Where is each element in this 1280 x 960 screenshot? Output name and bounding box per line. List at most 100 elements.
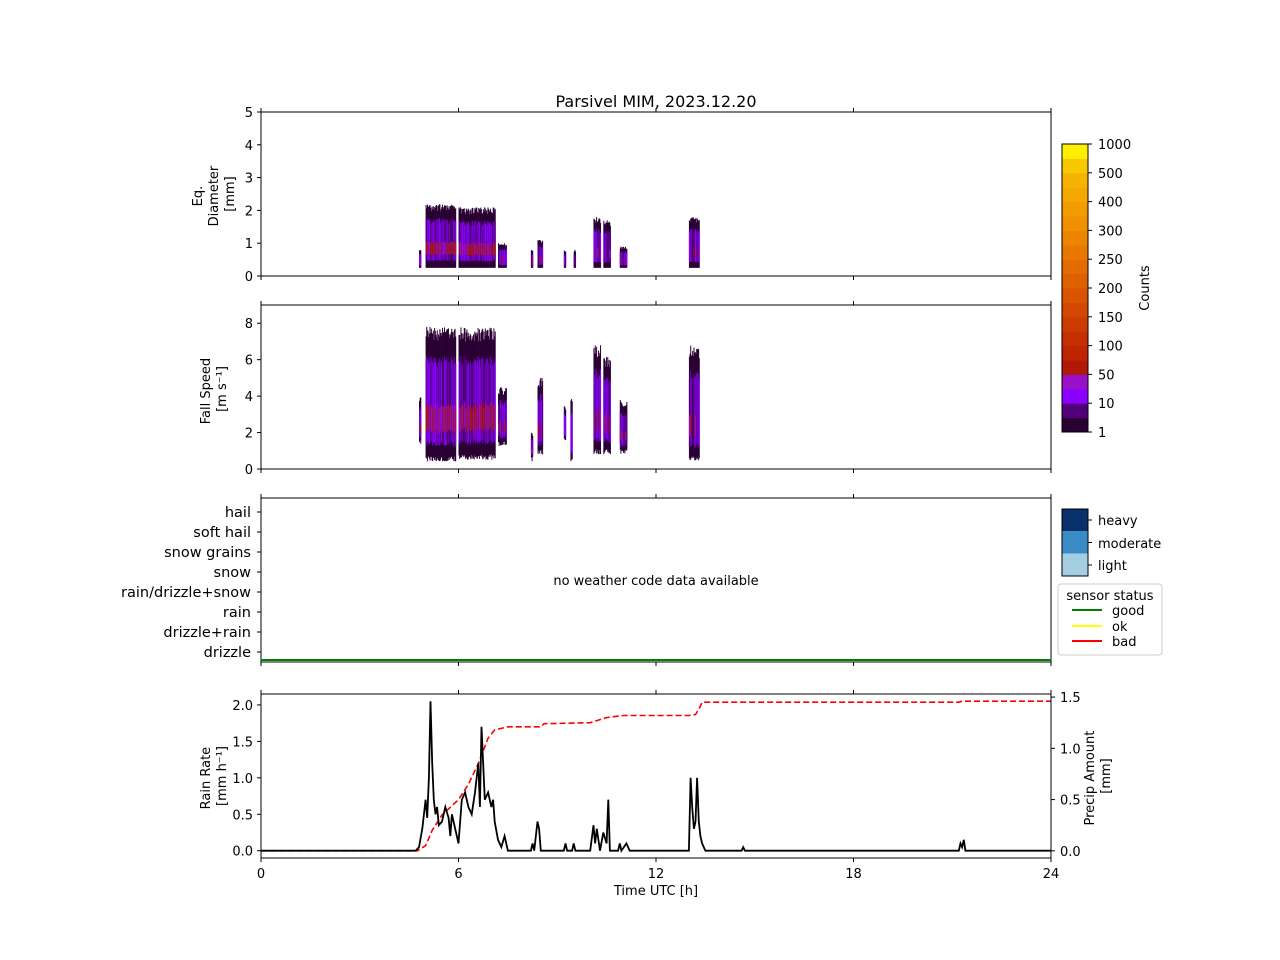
heatmap-cell <box>426 355 428 443</box>
heatmap-cell <box>470 243 472 255</box>
heatmap-cell <box>448 407 450 433</box>
heatmap-cell <box>624 252 626 266</box>
heatmap-cell <box>470 222 472 261</box>
heatmap-cell <box>625 251 627 266</box>
heatmap-cell <box>474 358 476 441</box>
heatmap-cell <box>438 362 440 446</box>
heatmap-cell <box>693 371 695 444</box>
heatmap-cell <box>461 360 463 443</box>
heatmap-cell <box>483 403 485 429</box>
heatmap-cell <box>598 230 600 263</box>
heatmap-cell <box>494 223 496 261</box>
heatmap-cell <box>441 242 443 255</box>
heatmap-cell <box>472 221 474 261</box>
heatmap-cell <box>483 244 485 256</box>
heatmap-cell <box>596 370 598 441</box>
heatmap-cell <box>429 404 431 432</box>
heatmap-cell <box>596 228 598 262</box>
heatmap-cell <box>420 254 422 266</box>
heatmap-cell <box>492 220 494 261</box>
colorbar-bin <box>1062 244 1088 260</box>
heatmap-cell <box>461 244 463 256</box>
heatmap-cell <box>620 251 622 266</box>
heatmap-cell <box>471 366 473 442</box>
heatmap-cell <box>490 244 492 256</box>
heatmap-cell <box>479 404 481 429</box>
heatmap-cell <box>490 221 492 261</box>
heatmap-cell <box>429 218 431 261</box>
heatmap-cell <box>481 225 483 262</box>
rainrate-panel: 0.0 0.5 1.0 1.5 2.0 0.0 0.5 1.0 1.5 0 6 12 18 24 Ra… <box>199 690 1114 899</box>
diameter-y-label-line-2: Diameter <box>207 165 222 226</box>
heatmap-cell <box>537 425 539 439</box>
y-tick-label: 0 <box>245 270 253 285</box>
heatmap-cell <box>427 404 429 430</box>
heatmap-cell <box>498 248 499 265</box>
y-tick-label: 2 <box>245 204 253 219</box>
heatmap-cell <box>449 219 451 261</box>
weather-legend-moderate-label: moderate <box>1098 537 1161 552</box>
heatmap-cell <box>564 426 566 433</box>
heatmap-cell <box>485 244 487 256</box>
heatmap-cell <box>490 224 492 262</box>
heatmap-cell <box>538 246 540 265</box>
heatmap-cell <box>486 243 488 256</box>
heatmap-cell <box>463 221 465 261</box>
heatmap-cell <box>432 241 434 255</box>
heatmap-cell <box>453 364 455 447</box>
heatmap-cell <box>442 405 444 432</box>
heatmap-cell <box>488 244 490 256</box>
heatmap-cell <box>480 242 482 255</box>
heatmap-cell <box>437 219 439 261</box>
heatmap-cell <box>609 250 611 259</box>
heatmap-cell <box>432 358 434 443</box>
heatmap-cell <box>494 221 496 261</box>
heatmap-cell <box>453 219 455 261</box>
heatmap-cell <box>692 228 694 262</box>
heatmap-cell <box>467 244 469 256</box>
heatmap-cell <box>473 366 475 446</box>
heatmap-cell <box>428 406 430 432</box>
heatmap-cell <box>690 378 692 446</box>
rainrate-axes-frame <box>260 693 1052 859</box>
heatmap-cell <box>478 221 480 261</box>
heatmap-cell <box>484 356 486 441</box>
heatmap-cell <box>603 233 605 263</box>
heatmap-cell <box>621 251 623 266</box>
heatmap-cell <box>492 407 494 431</box>
heatmap-cell <box>459 243 461 255</box>
y-tick-label: 0.0 <box>1060 845 1081 860</box>
heatmap-cell <box>621 414 623 446</box>
heatmap-cell <box>499 420 501 432</box>
heatmap-cell <box>486 245 488 256</box>
heatmap-cell <box>436 241 438 254</box>
heatmap-cell <box>419 254 420 266</box>
heatmap-cell <box>481 357 483 442</box>
y-tick-label: 3 <box>245 172 253 187</box>
colorbar-bin <box>1062 172 1088 188</box>
weather-category-label: hail <box>225 505 251 521</box>
heatmap-cell <box>459 408 461 432</box>
heatmap-cell <box>469 361 471 443</box>
heatmap-cell <box>472 405 474 430</box>
heatmap-cell <box>698 248 700 258</box>
counts-colorbar: 1 10 50 100 150 200 250 300 400 500 1000 Counts <box>1061 138 1153 441</box>
colorbar-ticks: 1 10 50 100 150 200 250 300 400 500 1000 <box>1088 138 1131 441</box>
y-tick-label: 8 <box>245 317 253 332</box>
heatmap-cell <box>434 242 436 255</box>
heatmap-cell <box>696 373 698 446</box>
heatmap-cell <box>484 365 486 444</box>
heatmap-cell <box>452 220 454 261</box>
heatmap-cell <box>565 255 567 266</box>
x-tick-label: 0 <box>257 867 265 882</box>
y-tick-label: 1.0 <box>1060 742 1081 757</box>
heatmap-cell <box>459 365 461 444</box>
heatmap-cell <box>604 415 606 433</box>
colorbar-bin <box>1062 273 1088 289</box>
heatmap-cell <box>419 253 421 266</box>
heatmap-cell <box>493 356 495 443</box>
heatmap-cell <box>434 404 436 430</box>
heatmap-cell <box>472 361 474 444</box>
heatmap-cell <box>574 253 576 266</box>
heatmap-cell <box>505 420 507 433</box>
